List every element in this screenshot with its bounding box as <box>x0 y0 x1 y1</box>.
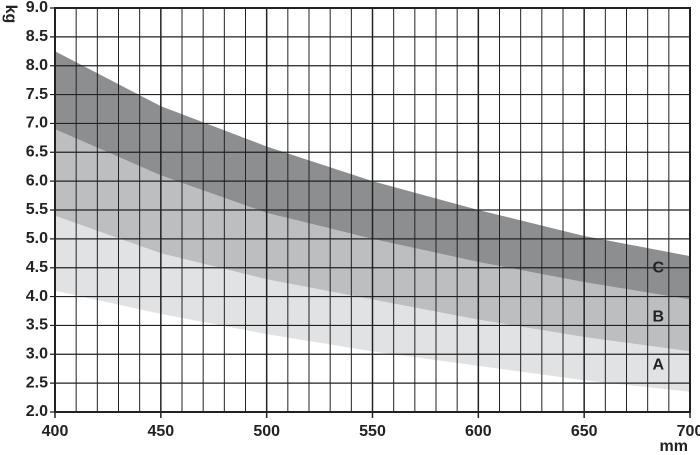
y-tick-label: 2.0 <box>26 403 48 420</box>
y-tick-label: 4.0 <box>26 288 48 305</box>
x-tick-label: 650 <box>571 423 598 440</box>
y-tick-label: 6.0 <box>26 172 48 189</box>
band-area <box>55 51 690 300</box>
band-label: B <box>652 309 664 326</box>
y-tick-label: 3.5 <box>26 317 48 334</box>
x-axis-label: mm <box>660 438 688 455</box>
y-tick-label: 9.0 <box>26 0 48 16</box>
y-axis-label: kg <box>2 5 19 24</box>
x-tick-label: 400 <box>42 423 69 440</box>
y-tick-label: 8.0 <box>26 57 48 74</box>
y-tick-label: 7.0 <box>26 115 48 132</box>
band-label: A <box>652 356 664 373</box>
y-tick-label: 2.5 <box>26 374 48 391</box>
y-tick-label: 3.0 <box>26 346 48 363</box>
y-tick-label: 4.5 <box>26 259 48 276</box>
x-tick-label: 700 <box>677 423 700 440</box>
x-tick-label: 450 <box>147 423 174 440</box>
y-tick-label: 5.5 <box>26 201 48 218</box>
x-tick-label: 500 <box>253 423 280 440</box>
y-tick-label: 6.5 <box>26 144 48 161</box>
y-tick-label: 5.0 <box>26 230 48 247</box>
x-tick-label: 600 <box>465 423 492 440</box>
y-tick-label: 8.5 <box>26 28 48 45</box>
plot-frame <box>54 7 691 413</box>
y-tick-label: 7.5 <box>26 86 48 103</box>
x-tick-label: 550 <box>359 423 386 440</box>
